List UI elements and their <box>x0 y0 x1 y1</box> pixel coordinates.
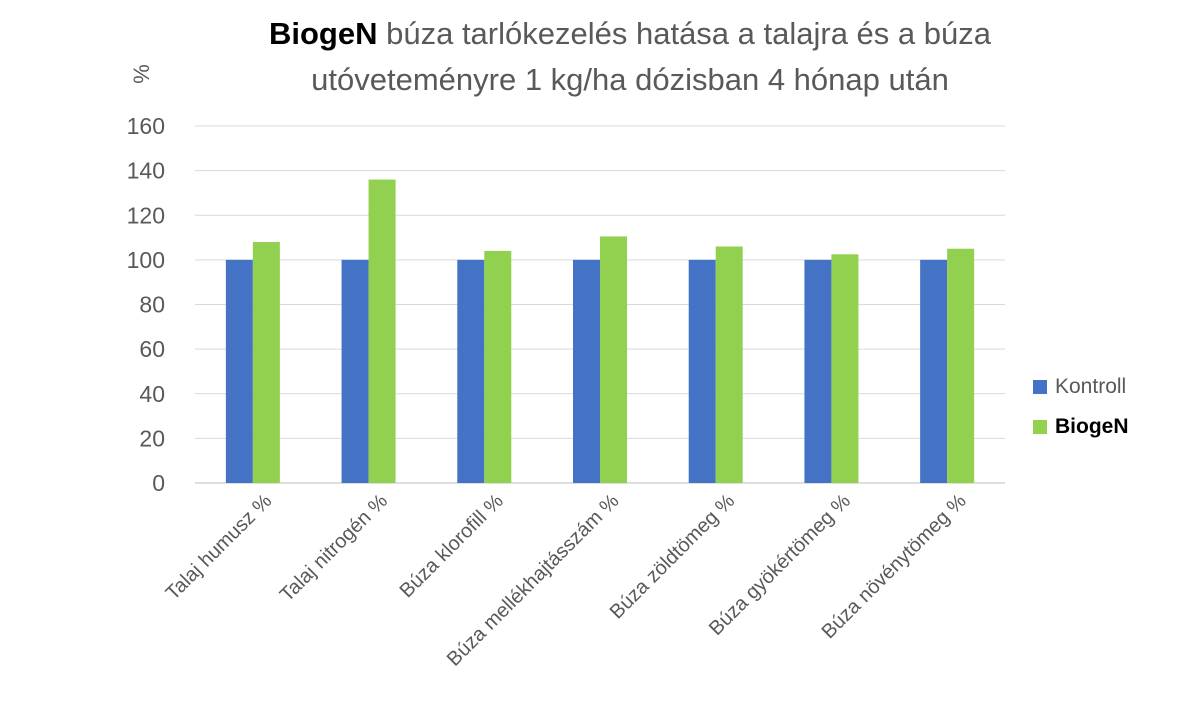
legend-swatch-biogen <box>1033 420 1047 434</box>
legend-item-biogen: BiogeN <box>1033 412 1129 442</box>
bar-kontroll <box>920 259 948 483</box>
chart-title-line1: BiogeN búza tarlókezelés hatása a talajr… <box>140 18 1120 49</box>
y-tick-label: 120 <box>127 202 165 228</box>
bar-kontroll <box>341 259 369 483</box>
chart-title-rest: búza tarlókezelés hatása a talajra és a … <box>386 16 991 51</box>
y-tick-label: 140 <box>127 158 165 184</box>
legend-label-biogen: BiogeN <box>1055 415 1129 438</box>
y-tick-label: 80 <box>139 292 165 318</box>
y-axis-label: % <box>129 64 154 84</box>
bar-kontroll <box>457 259 485 483</box>
bar-kontroll <box>688 259 716 483</box>
legend-swatch-kontroll <box>1033 380 1047 394</box>
x-tick-label: Talaj humusz % <box>162 490 277 605</box>
bar-kontroll <box>225 259 253 483</box>
legend-label-kontroll: Kontroll <box>1055 375 1127 398</box>
bar-biogen <box>600 236 627 483</box>
x-tick-label: Búza klorofill % <box>396 490 508 602</box>
bar-biogen <box>368 179 396 484</box>
bar-biogen <box>831 254 859 483</box>
y-tick-label: 100 <box>127 247 165 273</box>
bar-biogen <box>947 248 975 483</box>
bar-kontroll <box>573 259 600 483</box>
y-tick-label: 20 <box>139 425 165 451</box>
chart-legend: Kontroll BiogeN <box>1033 372 1129 452</box>
y-tick-label: 60 <box>139 336 165 362</box>
bar-biogen <box>715 246 743 483</box>
bar-biogen <box>252 242 280 483</box>
bar-biogen <box>484 250 512 483</box>
x-tick-label: Búza zöldtömeg % <box>606 490 740 624</box>
chart-title-brand: BiogeN <box>268 16 378 51</box>
y-tick-label: 40 <box>139 381 165 407</box>
y-tick-label: 160 <box>127 113 165 139</box>
bar-kontroll <box>804 259 832 483</box>
chart-title-line2: utóveteményre 1 kg/ha dózisban 4 hónap u… <box>311 62 949 97</box>
x-tick-label: Talaj nitrogén % <box>276 490 392 606</box>
y-tick-label: 0 <box>152 470 165 496</box>
legend-item-kontroll: Kontroll <box>1033 372 1129 402</box>
